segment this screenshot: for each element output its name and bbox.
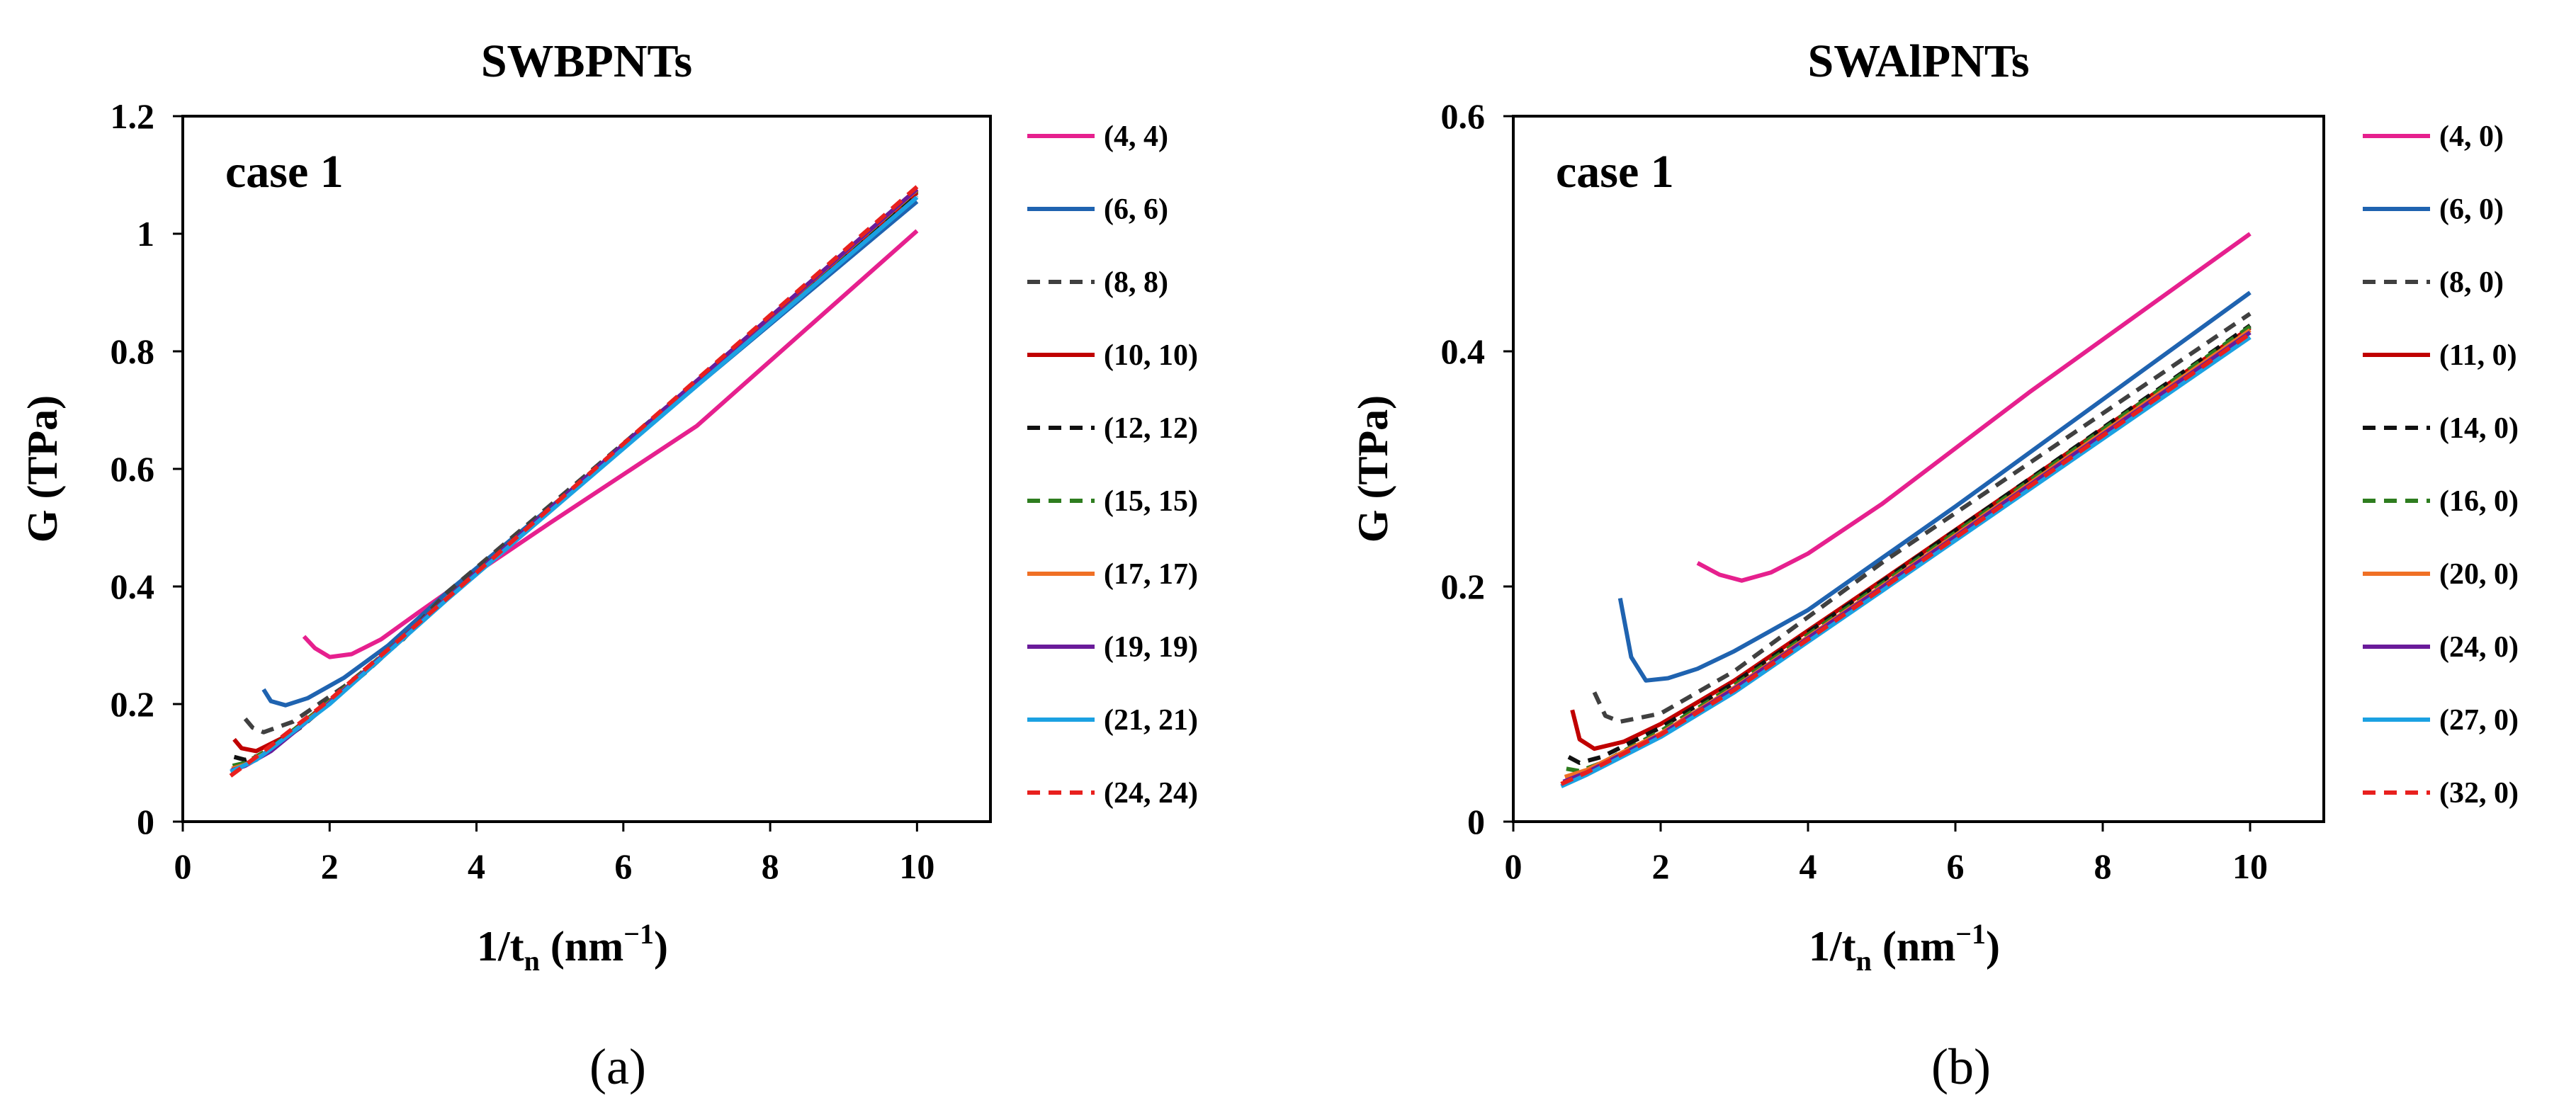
x-axis-label-sub: n	[1856, 945, 1872, 977]
series-line-0	[1696, 232, 2252, 583]
legend-label: (24, 0)	[2439, 631, 2519, 664]
legend-label: (32, 0)	[2439, 777, 2519, 810]
x-axis-label-main: 1/t	[477, 923, 524, 970]
legend-label: (20, 0)	[2439, 558, 2519, 591]
plot-area	[1512, 115, 2325, 823]
x-axis-label-close: )	[1986, 923, 2000, 970]
legend-label: (14, 0)	[2439, 412, 2519, 445]
panel-label: (a)	[589, 1038, 646, 1095]
series-line-1	[1617, 290, 2252, 683]
y-tick-label: 0.4	[1441, 331, 1486, 371]
legend-label: (11, 0)	[2439, 339, 2517, 372]
x-axis-label-unit: (nm	[1872, 923, 1955, 970]
legend-label: (19, 19)	[1104, 631, 1198, 664]
x-axis-label: 1/tn (nm−1)	[1809, 918, 2000, 977]
series-line-0	[302, 229, 919, 659]
legend-label: (15, 15)	[1104, 485, 1198, 518]
legend-label: (10, 10)	[1104, 339, 1198, 372]
legend-label: (12, 12)	[1104, 412, 1198, 445]
y-axis-label: G (TPa)	[1350, 395, 1396, 543]
x-tick-label: 4	[1800, 846, 1817, 886]
legend-label: (6, 0)	[2439, 193, 2504, 226]
x-axis-label-close: )	[654, 923, 668, 970]
x-axis-label-unit: (nm	[540, 923, 623, 970]
legend-label: (24, 24)	[1104, 777, 1198, 810]
y-tick-label: 0.6	[1441, 96, 1486, 136]
x-axis-label: 1/tn (nm−1)	[477, 918, 668, 977]
x-axis-label-sup: −1	[623, 918, 654, 950]
x-tick-label: 10	[2232, 846, 2268, 886]
chart-title: SWBPNTs	[481, 35, 692, 87]
chart-0: SWBPNTs case 1 0 2 4 6 8 10 0 0.2 0.4 0.6 0.8 1 1.2 G (…	[19, 35, 1198, 1095]
panel-label: (b)	[1931, 1038, 1991, 1095]
legend-label: (8, 8)	[1104, 266, 1168, 299]
legend-label: (8, 0)	[2439, 266, 2504, 299]
y-tick-label: 0	[137, 802, 154, 841]
x-tick-label: 0	[1505, 846, 1523, 886]
y-tick-label: 0.8	[111, 331, 155, 371]
series-line-2	[243, 193, 919, 735]
x-tick-label: 2	[321, 846, 339, 886]
series-lines	[1560, 232, 2252, 788]
y-tick-label: 0	[1467, 802, 1485, 841]
case-annotation: case 1	[1556, 146, 1674, 198]
series-line-5	[1566, 324, 2252, 773]
series-line-8	[230, 195, 919, 774]
legend-label: (17, 17)	[1104, 558, 1198, 591]
x-tick-label: 6	[614, 846, 632, 886]
series-lines	[229, 185, 919, 778]
legend-label: (6, 6)	[1104, 193, 1168, 226]
x-tick-label: 6	[1947, 846, 1965, 886]
y-tick-label: 0.2	[111, 684, 155, 724]
series-line-9	[1560, 331, 2252, 786]
legend-label: (21, 21)	[1104, 704, 1198, 737]
x-tick-label: 4	[468, 846, 485, 886]
x-tick-label: 0	[174, 846, 192, 886]
y-tick-label: 0.2	[1441, 567, 1486, 606]
y-tick-label: 0.4	[111, 567, 155, 606]
legend-label: (27, 0)	[2439, 704, 2519, 737]
y-tick-label: 1.2	[111, 96, 155, 136]
x-axis-label-main: 1/t	[1809, 923, 1856, 970]
chart-1: SWAlPNTs case 1 0 2 4 6 8 10 0 0.2 0.4 0.6 G (TPa) 1/…	[1350, 35, 2519, 1095]
x-tick-label: 10	[899, 846, 934, 886]
y-tick-label: 0.6	[111, 449, 155, 489]
series-line-9	[229, 185, 919, 778]
series-line-2	[1592, 312, 2252, 724]
x-tick-label: 8	[762, 846, 779, 886]
x-tick-label: 8	[2094, 846, 2112, 886]
y-axis-label: G (TPa)	[19, 395, 66, 543]
legend-label: (16, 0)	[2439, 485, 2519, 518]
chart-title: SWAlPNTs	[1807, 35, 2029, 87]
x-axis-label-sub: n	[524, 945, 540, 977]
case-annotation: case 1	[225, 146, 344, 198]
legend-label: (4, 4)	[1104, 120, 1168, 153]
series-line-3	[1570, 326, 2252, 752]
x-axis-label-sup: −1	[1955, 918, 1986, 950]
y-tick-label: 1	[137, 214, 154, 254]
x-tick-label: 2	[1652, 846, 1670, 886]
legend-label: (4, 0)	[2439, 120, 2504, 153]
